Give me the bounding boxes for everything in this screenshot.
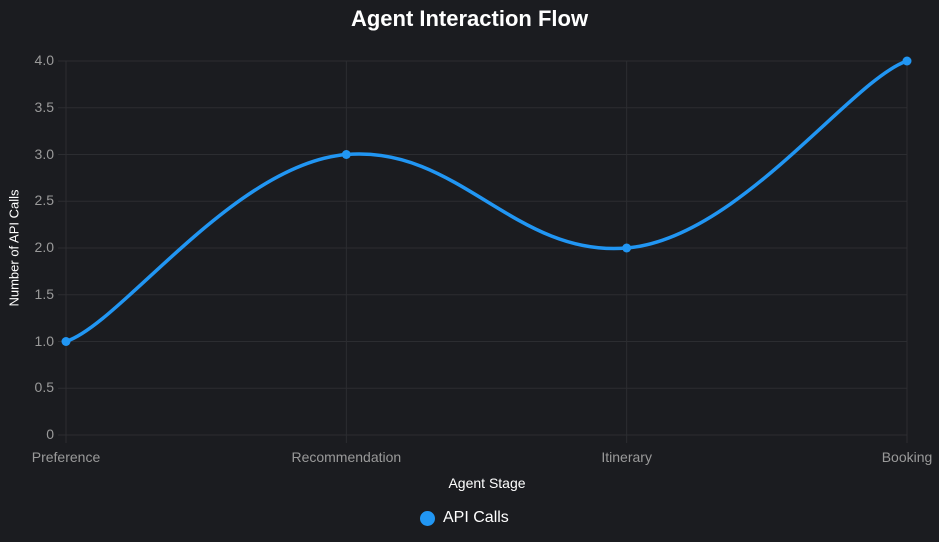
y-tick-label: 2.0: [34, 239, 54, 255]
x-tick-label: Booking: [881, 449, 933, 465]
data-point[interactable]: [902, 56, 912, 66]
data-points: [61, 56, 912, 346]
legend-marker-icon: [420, 510, 435, 526]
y-tick-label: 3.0: [34, 145, 54, 162]
y-tick-label: 2.5: [34, 192, 54, 209]
x-tick-label: Recommendation: [291, 449, 402, 465]
y-tick-label: 1.0: [34, 332, 54, 349]
legend-label: API Calls: [443, 509, 509, 526]
y-tick-label: 0: [46, 426, 54, 442]
data-point[interactable]: [622, 243, 632, 253]
data-point[interactable]: [341, 150, 351, 159]
data-point[interactable]: [61, 337, 71, 346]
x-tick-label: Itinerary: [601, 449, 652, 465]
y-tick-label: 3.5: [34, 98, 54, 115]
y-tick-label: 4.0: [34, 52, 54, 68]
legend-item-api-calls[interactable]: API Calls: [420, 509, 509, 527]
x-tick-label: Preference: [31, 449, 101, 465]
y-tick-label: 1.5: [34, 285, 54, 302]
series-line-api-calls: [64, 59, 909, 344]
grid-lines: [58, 60, 908, 443]
y-tick-label: 0.5: [34, 379, 54, 396]
chart-title: Agent Interaction Flow: [350, 6, 589, 31]
x-axis-label: Agent Stage: [448, 475, 526, 491]
y-axis-label: Number of API Calls: [6, 189, 22, 307]
